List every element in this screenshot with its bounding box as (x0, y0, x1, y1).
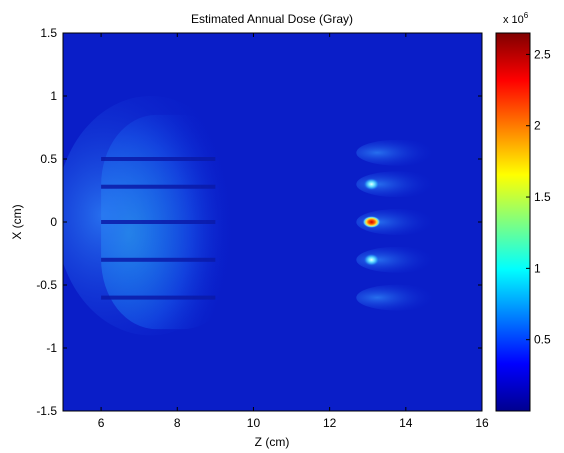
y-tick-label: 0.5 (40, 152, 57, 166)
x-tick-label: 10 (247, 416, 261, 430)
x-axis-label: Z (cm) (255, 435, 290, 449)
y-tick-label: 1.5 (40, 26, 57, 40)
colorbar-multiplier-base: x 10 (503, 14, 524, 26)
y-tick-label: -0.5 (36, 278, 57, 292)
colorbar-tick-label: 1 (534, 261, 541, 275)
secondary-dose-blob (356, 209, 441, 235)
y-tick-label: 1 (50, 89, 57, 103)
heatmap-layer (63, 96, 441, 336)
y-tick-label: 0 (50, 215, 57, 229)
secondary-dose-blob (356, 284, 441, 311)
shield-strip (101, 184, 216, 189)
dose-halo (63, 96, 246, 336)
colorbar-tick-label: 2.5 (534, 47, 551, 61)
y-tick-label: -1 (46, 341, 57, 355)
hot-spot (362, 216, 381, 228)
colorbar: 0.5 1 1.5 2 2.5 x 106 (495, 11, 551, 412)
colorbar-ticks: 0.5 1 1.5 2 2.5 (526, 47, 551, 347)
colorbar-tick-label: 0.5 (534, 333, 551, 347)
y-axis: 1.5 1 0.5 0 -0.5 -1 -1.5 (36, 26, 482, 418)
shield-strip (101, 257, 216, 262)
hot-spot (363, 178, 380, 191)
colorbar-gradient (495, 32, 531, 412)
y-axis-label: X (cm) (10, 204, 24, 239)
x-tick-label: 16 (475, 416, 489, 430)
secondary-dose-blob (356, 139, 441, 166)
colorbar-multiplier: x 106 (503, 11, 529, 26)
shield-strip (101, 157, 216, 161)
plot-area (62, 32, 483, 412)
x-tick-label: 6 (98, 416, 105, 430)
secondary-dose-blob (356, 246, 441, 273)
secondary-dose-blob (356, 171, 441, 198)
hot-spot (363, 253, 380, 266)
x-tick-label: 14 (399, 416, 413, 430)
colorbar-tick-label: 1.5 (534, 190, 551, 204)
x-axis: 6 8 10 12 14 16 (98, 33, 489, 430)
x-tick-label: 12 (323, 416, 337, 430)
colorbar-multiplier-exponent: 6 (524, 11, 529, 20)
x-tick-label: 8 (174, 416, 181, 430)
chart-title: Estimated Annual Dose (Gray) (191, 12, 353, 26)
shield-strip (101, 295, 216, 300)
shield-strip (101, 220, 216, 224)
colorbar-tick-label: 2 (534, 119, 541, 133)
y-tick-label: -1.5 (36, 404, 57, 418)
